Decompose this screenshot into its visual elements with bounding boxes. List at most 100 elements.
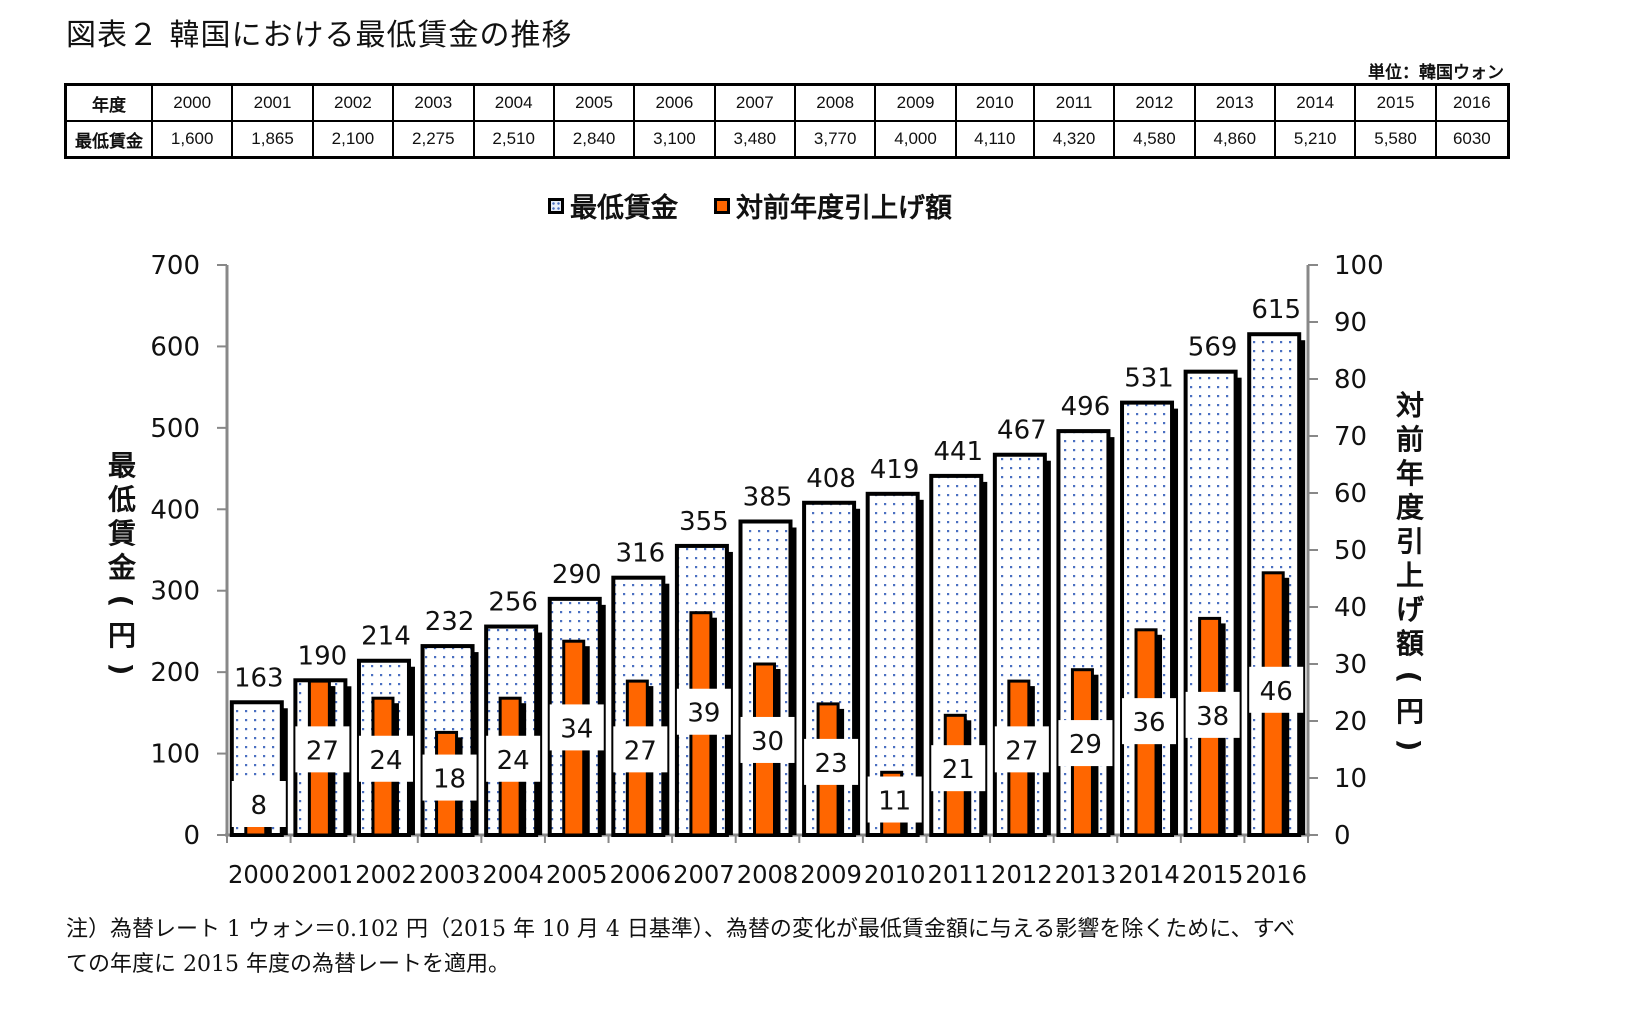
data-label-increase: 36 xyxy=(1132,708,1165,738)
data-label-box xyxy=(676,688,731,735)
table-cell-year: 2002 xyxy=(311,83,395,122)
legend-item-increase: 対前年度引上げ額 xyxy=(714,186,952,225)
row-header-wage: 最低賃金 xyxy=(64,120,153,159)
table-cell-year: 2001 xyxy=(231,83,314,122)
svg-text:円: 円 xyxy=(108,619,136,652)
x-tick-label: 2003 xyxy=(419,860,481,889)
data-label-increase: 27 xyxy=(306,736,339,766)
table-row-wages: 最低賃金 1,600 1,865 2,100 2,275 2,510 2,840 3,100… xyxy=(64,120,1510,159)
row-header-year: 年度 xyxy=(64,83,153,122)
y-tick-label-right: 80 xyxy=(1334,365,1367,395)
svg-text:(: ( xyxy=(1393,671,1426,684)
data-label-minimum-wage: 163 xyxy=(234,663,284,693)
data-label-increase: 24 xyxy=(497,746,530,776)
data-label-increase: 46 xyxy=(1260,677,1293,707)
data-label-increase: 34 xyxy=(560,714,593,744)
x-tick-label: 2006 xyxy=(610,860,672,889)
y-tick-label-left: 0 xyxy=(183,821,200,851)
data-label-minimum-wage: 419 xyxy=(870,455,920,485)
data-label-box xyxy=(295,726,350,773)
table-cell-wage: 2,100 xyxy=(311,120,395,159)
y-tick-label-left: 600 xyxy=(150,332,200,362)
svg-text:賃: 賃 xyxy=(107,517,136,550)
y-tick-label-right: 10 xyxy=(1334,764,1367,794)
table-cell-wage: 3,480 xyxy=(713,120,797,159)
table-cell-wage: 3,100 xyxy=(633,120,716,159)
data-label-box xyxy=(931,745,986,792)
y-tick-label-right: 30 xyxy=(1334,650,1367,680)
table-cell-wage: 4,000 xyxy=(874,120,957,159)
y-tick-label-right: 70 xyxy=(1334,422,1367,452)
y-tick-label-left: 300 xyxy=(150,577,200,607)
data-label-box xyxy=(231,781,286,827)
data-label-minimum-wage: 256 xyxy=(488,588,538,618)
svg-text:): ) xyxy=(1393,739,1426,752)
x-tick-label: 2009 xyxy=(800,860,862,889)
svg-text:上: 上 xyxy=(1396,559,1424,592)
y-tick-label-right: 50 xyxy=(1334,536,1367,566)
x-tick-label: 2008 xyxy=(737,860,799,889)
x-tick-label: 2012 xyxy=(991,860,1053,889)
data-label-increase: 24 xyxy=(369,746,402,776)
data-label-box xyxy=(1122,698,1177,745)
data-label-box xyxy=(867,776,922,823)
data-label-minimum-wage: 355 xyxy=(679,507,729,537)
svg-text:げ: げ xyxy=(1396,593,1425,626)
data-label-increase: 21 xyxy=(942,755,975,785)
wage-table: 年度 2000 2001 2002 2003 2004 2005 2006 2007 2008 2… xyxy=(64,83,1510,159)
svg-text:引: 引 xyxy=(1396,525,1424,558)
table-cell-year: 2009 xyxy=(874,83,957,122)
table-cell-year: 2014 xyxy=(1273,83,1357,122)
table-cell-year: 2003 xyxy=(392,83,475,122)
x-tick-label: 2013 xyxy=(1055,860,1117,889)
data-label-minimum-wage: 531 xyxy=(1124,364,1174,394)
x-tick-label: 2010 xyxy=(864,860,926,889)
legend-swatch-orange xyxy=(714,197,730,214)
svg-text:円: 円 xyxy=(1396,695,1424,728)
data-label-increase: 11 xyxy=(878,787,911,817)
data-label-minimum-wage: 290 xyxy=(552,560,602,590)
data-label-minimum-wage: 467 xyxy=(997,416,1047,446)
table-cell-wage: 4,580 xyxy=(1113,120,1196,159)
x-tick-label: 2007 xyxy=(673,860,735,889)
y-axis-title-right: 対前年度引上げ額 (円) xyxy=(1393,389,1426,751)
x-tick-label: 2005 xyxy=(546,860,608,889)
y-tick-label-right: 0 xyxy=(1334,821,1351,851)
data-label-box xyxy=(486,735,541,782)
data-label-minimum-wage: 190 xyxy=(298,641,348,671)
table-cell-year: 2008 xyxy=(793,83,877,122)
data-label-minimum-wage: 408 xyxy=(806,464,856,494)
data-label-increase: 38 xyxy=(1196,702,1229,732)
table-cell-year: 2004 xyxy=(472,83,555,122)
table-cell-year: 2015 xyxy=(1354,83,1437,122)
x-tick-label: 2002 xyxy=(355,860,417,889)
y-tick-label-right: 90 xyxy=(1334,308,1367,338)
svg-text:年: 年 xyxy=(1396,457,1424,490)
x-tick-label: 2016 xyxy=(1245,860,1307,889)
x-tick-label: 2004 xyxy=(482,860,544,889)
legend-label: 最低賃金 xyxy=(570,193,678,224)
data-label-box xyxy=(358,735,413,782)
table-cell-year: 2013 xyxy=(1193,83,1276,122)
data-label-box xyxy=(613,726,668,773)
data-label-increase: 39 xyxy=(687,699,720,729)
data-label-box xyxy=(1058,720,1113,767)
footnote-line-1: 注）為替レート 1 ウォン＝0.102 円（2015 年 10 月 4 日基準）… xyxy=(66,917,1296,942)
data-label-minimum-wage: 615 xyxy=(1251,295,1301,325)
legend-swatch-blue-dotted xyxy=(548,197,564,214)
table-row-years: 年度 2000 2001 2002 2003 2004 2005 2006 2007 2008 2… xyxy=(64,83,1510,122)
data-label-increase: 8 xyxy=(251,791,268,821)
y-tick-label-right: 40 xyxy=(1334,593,1367,623)
data-label-minimum-wage: 441 xyxy=(933,437,983,467)
x-tick-label: 2001 xyxy=(292,860,354,889)
figure-title: 図表２ 韓国における最低賃金の推移 xyxy=(66,18,573,53)
data-label-minimum-wage: 496 xyxy=(1061,392,1111,422)
x-tick-label: 2000 xyxy=(228,860,290,889)
data-label-minimum-wage: 316 xyxy=(616,539,666,569)
table-cell-year: 2007 xyxy=(713,83,797,122)
table-cell-wage: 4,320 xyxy=(1032,120,1116,159)
y-tick-label-left: 100 xyxy=(150,740,200,770)
bar-chart: 0 100 200 300 400 500 600 700 0 10 20 30 40 50 60 70 80 9… xyxy=(105,251,1426,889)
data-label-minimum-wage: 385 xyxy=(743,483,793,513)
y-axis-title-left: 最低賃金 (円) xyxy=(105,449,138,675)
